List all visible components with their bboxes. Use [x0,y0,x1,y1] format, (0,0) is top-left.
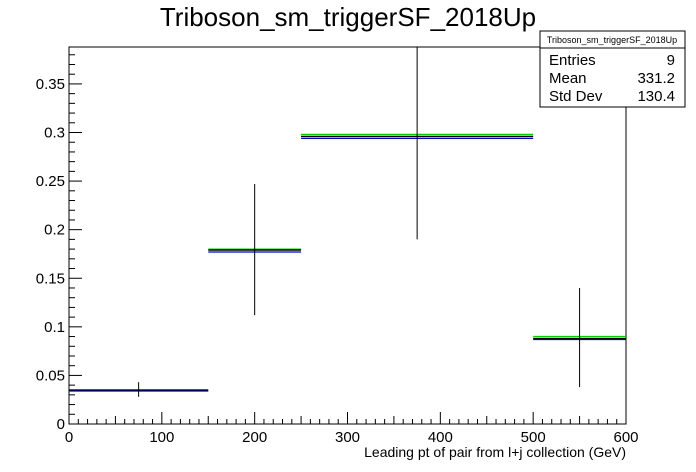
y-tick-label: 0.15 [36,270,65,287]
stats-mean-value: 331.2 [637,70,675,87]
stats-entries-label: Entries [549,52,596,69]
stats-box-title: Triboson_sm_triggerSF_2018Up [547,35,677,45]
stats-mean-label: Mean [549,70,587,87]
x-tick-label: 500 [521,429,546,446]
x-tick-label: 0 [65,429,73,446]
chart-title: Triboson_sm_triggerSF_2018Up [160,2,536,32]
x-tick-label: 100 [149,429,174,446]
stats-entries-value: 9 [667,52,675,69]
y-tick-label: 0.35 [36,76,65,93]
stats-box-frame [539,30,686,108]
y-tick-label: 0.1 [44,319,65,336]
x-tick-label: 200 [242,429,267,446]
y-tick-label: 0.2 [44,222,65,239]
x-axis: 0 100 200 300 400 500 600 [65,412,639,446]
x-tick-label: 300 [335,429,360,446]
stats-stddev-value: 130.4 [637,88,675,105]
y-tick-label: 0.05 [36,367,65,384]
y-tick-label: 0 [57,416,65,433]
y-tick-label: 0.3 [44,125,65,142]
histogram-bins [69,47,626,397]
y-tick-label: 0.25 [36,173,65,190]
stats-box: Triboson_sm_triggerSF_2018Up Entries 9 M… [539,30,686,108]
stats-stddev-label: Std Dev [549,88,603,105]
x-axis-label: Leading pt of pair from l+j collection (… [364,444,626,460]
x-tick-label: 600 [613,429,638,446]
y-axis: 0 0.05 0.1 0.15 0.2 0.25 0.3 0.35 [36,54,82,433]
x-tick-label: 400 [428,429,453,446]
